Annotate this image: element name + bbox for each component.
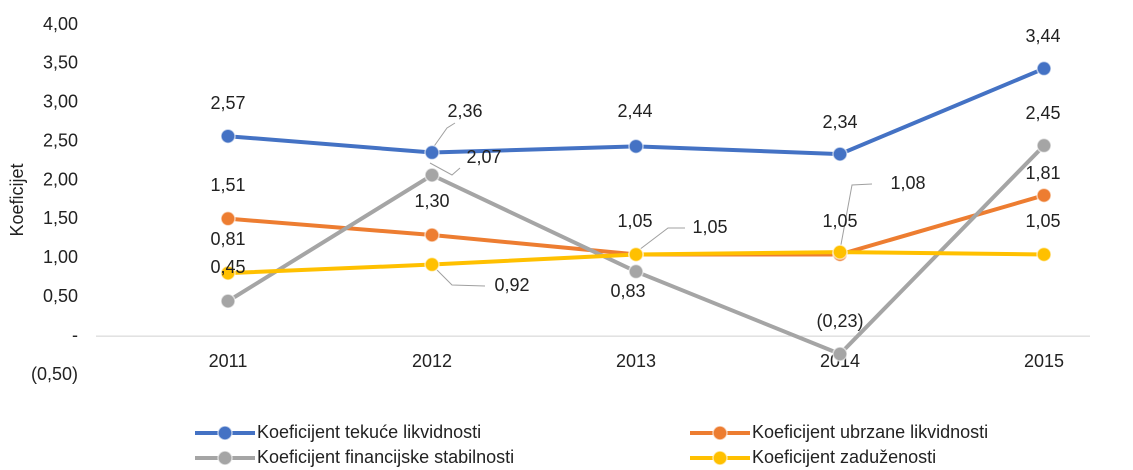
marker	[220, 128, 236, 144]
marker	[832, 244, 848, 260]
legend-label: Koeficijent financijske stabilnosti	[257, 447, 514, 467]
marker	[832, 146, 848, 162]
legend-label: Koeficijent zaduženosti	[752, 447, 936, 467]
marker	[424, 256, 440, 273]
data-label: 2,07	[466, 147, 501, 167]
data-label: 1,05	[617, 211, 652, 231]
data-label: 1,51	[210, 175, 245, 195]
data-label: 0,81	[210, 229, 245, 249]
data-label: 0,92	[494, 275, 529, 295]
data-label: 1,05	[822, 211, 857, 231]
data-label: 0,45	[210, 257, 245, 277]
y-tick-label: -	[72, 325, 78, 345]
data-label: 3,44	[1025, 26, 1060, 46]
data-label: (0,23)	[816, 311, 863, 331]
leader-line	[429, 262, 486, 287]
data-label: 1,81	[1025, 163, 1060, 183]
y-tick-label: 4,00	[43, 14, 78, 34]
data-label: 2,36	[447, 101, 482, 121]
marker	[628, 263, 644, 280]
y-tick-label: 2,00	[43, 169, 78, 189]
data-label: 2,57	[210, 93, 245, 113]
legend-marker	[712, 425, 728, 441]
y-tick-label: 3,50	[43, 53, 78, 73]
data-label: 1,05	[692, 217, 727, 237]
marker	[628, 138, 644, 155]
y-tick-label: 1,50	[43, 208, 78, 228]
x-tick-label: 2013	[616, 351, 656, 371]
data-label: 2,34	[822, 112, 857, 132]
data-label: 2,44	[617, 101, 652, 121]
x-tick-label: 2011	[209, 351, 248, 371]
marker	[220, 265, 236, 281]
marker	[424, 167, 440, 183]
marker	[1036, 137, 1052, 154]
marker	[832, 346, 848, 362]
data-label: 2,45	[1025, 103, 1060, 123]
y-tick-label: 3,00	[43, 92, 78, 112]
y-tick-label: (0,50)	[31, 364, 78, 384]
legend-marker	[217, 425, 233, 441]
data-label: 1,05	[1025, 211, 1060, 231]
data-label: 1,30	[414, 191, 449, 211]
data-label: 1,08	[890, 173, 925, 193]
marker	[1036, 187, 1052, 204]
y-axis-label: Koeficijet	[7, 163, 27, 236]
y-tick-label: 0,50	[43, 286, 78, 306]
x-tick-label: 2015	[1024, 351, 1064, 371]
leader-line	[429, 122, 456, 153]
data-label: 0,83	[610, 281, 645, 301]
leader-line	[634, 227, 685, 254]
marker	[220, 210, 236, 227]
legend-label: Koeficijent ubrzane likvidnosti	[752, 422, 988, 442]
marker	[1036, 246, 1052, 263]
marker	[1036, 60, 1052, 77]
marker	[220, 293, 236, 309]
leader-line	[839, 183, 873, 251]
legend-marker	[217, 450, 233, 466]
legend-marker	[712, 450, 728, 466]
legend-label: Koeficijent tekuće likvidnosti	[257, 422, 481, 442]
y-tick-label: 2,50	[43, 130, 78, 150]
x-tick-label: 2012	[412, 351, 452, 371]
leader-line	[429, 162, 461, 176]
marker	[628, 246, 644, 263]
y-tick-label: 1,00	[43, 247, 78, 267]
marker	[424, 227, 440, 243]
marker	[424, 144, 440, 161]
